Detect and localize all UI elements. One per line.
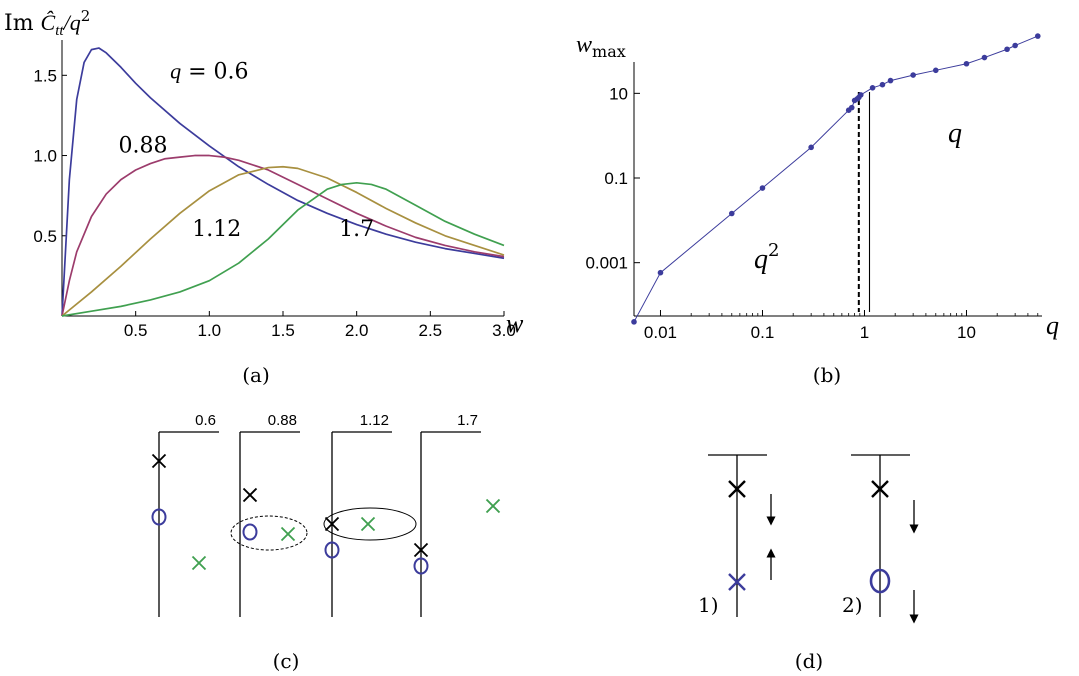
panel-b-data-point <box>932 67 939 74</box>
panel-a-x-tick-label: 1.0 <box>198 321 222 340</box>
panel-b-data-point <box>759 185 766 191</box>
panel-a-x-tick-label: 3.0 <box>492 321 516 340</box>
panel-b-data-point <box>879 81 886 88</box>
panel-a-series-line <box>61 165 505 317</box>
panel-a-x-tick-label: 0.5 <box>124 321 148 340</box>
panel-b-xlabel: q <box>1046 311 1059 340</box>
panel-c-q-label: 1.7 <box>457 412 478 429</box>
panel-c-black-cross <box>242 487 258 503</box>
case-2-blue-circle <box>869 568 891 594</box>
panel-c-black-cross <box>324 516 340 532</box>
panel-b-data-point <box>657 269 664 276</box>
panel-b-data-point <box>1004 46 1010 53</box>
panel-a-y-tick-label: 1.0 <box>33 147 57 166</box>
panel-b-data-point <box>963 60 970 67</box>
case-2-label: 2) <box>842 593 863 617</box>
panel-c-pair-ellipse <box>230 515 308 551</box>
case-2-black-cross <box>871 480 889 498</box>
panel-c-pole-diagram: 0.6 0.88 1.12 1.7 (c) <box>151 412 501 673</box>
panel-b-x-tick-label: 10 <box>957 323 976 342</box>
panel-c-blue-circle <box>413 557 429 575</box>
panel-b-annotation-q-squared: q2 <box>754 240 779 275</box>
panel-c-blue-circle <box>324 541 340 559</box>
panel-b-y-tick-label: 10 <box>609 84 628 103</box>
panel-a-x-tick-label: 1.5 <box>271 321 295 340</box>
panel-b-series-line <box>633 35 1038 323</box>
panel-d-case-2: 2) <box>842 454 919 624</box>
panel-b-data-point <box>869 85 876 91</box>
panel-c-caption: (c) <box>273 649 300 673</box>
panel-b-data-point <box>808 144 814 151</box>
panel-c-q-label: 0.6 <box>195 412 216 429</box>
panel-c-black-cross <box>151 453 167 469</box>
panel-b-y-tick-label: 0.1 <box>604 169 628 188</box>
panel-b-x-tick-label: 0.1 <box>751 323 775 342</box>
panel-a-curve-label: 1.7 <box>339 217 374 242</box>
panel-b-data-point <box>631 319 637 325</box>
panel-b-caption: (b) <box>813 363 841 387</box>
panel-c-green-cross <box>485 498 501 514</box>
panel-a-curve-label: q = 0.6 <box>170 59 248 85</box>
panel-a-curve-label: 1.12 <box>192 217 241 242</box>
panel-a-y-tick-label: 0.5 <box>33 227 57 246</box>
panel-c-green-cross <box>191 555 207 571</box>
panel-b-data-point <box>1012 42 1018 49</box>
panel-d-caption: (d) <box>795 649 823 673</box>
panel-d-pole-diagram: 1) 2) (d) <box>698 454 919 673</box>
panel-a-x-tick-label: 2.0 <box>345 321 369 340</box>
panel-a-caption: (a) <box>242 363 270 387</box>
panel-a-series-line <box>61 47 505 317</box>
panel-a-chart: 0.5 1.0 1.5 2.0 2.5 3.0 0.5 1.0 1.5 q = 0.6 0.88 1… <box>4 7 524 387</box>
panel-a-x-tick-label: 2.5 <box>419 321 443 340</box>
case-1-label: 1) <box>698 593 719 617</box>
panel-c-green-cross <box>280 526 296 542</box>
panel-c-black-cross <box>413 542 429 558</box>
panel-b-data-point <box>848 104 855 111</box>
panel-c-q-label: 0.88 <box>268 412 297 429</box>
panel-c-blue-circle <box>242 523 258 541</box>
panel-b-data-point <box>981 54 988 61</box>
panel-c-q-label: 1.12 <box>360 412 389 429</box>
panel-b-data-point <box>1034 33 1041 39</box>
panel-b-data-point <box>887 77 894 84</box>
panel-c-pair-ellipse <box>323 507 417 541</box>
panel-b-x-tick-label: 0.01 <box>644 323 677 342</box>
panel-b-data-point <box>910 72 916 78</box>
panel-b-annotation-q: q <box>948 118 962 149</box>
panel-b-data-point <box>728 210 735 217</box>
panel-b-ylabel: wmax <box>576 32 626 61</box>
panel-a-series-line <box>61 181 505 317</box>
panel-d-case-1: 1) <box>698 454 776 617</box>
panel-b-data-point <box>857 92 864 98</box>
panel-a-series-line <box>61 154 505 317</box>
panel-b-chart: 0.01 0.1 1 10 0.001 0.1 10 wmax q q2 q (b) <box>576 32 1059 387</box>
panel-b-y-tick-label: 0.001 <box>585 254 628 273</box>
panel-b-x-tick-label: 1 <box>860 323 869 342</box>
panel-c-green-cross <box>360 516 376 532</box>
case-1-black-cross <box>728 480 746 498</box>
panel-a-y-tick-label: 1.5 <box>33 66 57 85</box>
panel-a-curve-label: 0.88 <box>119 133 168 158</box>
panel-a-ylabel: Im Ĉtt/q2 <box>4 7 90 39</box>
panel-a-xlabel: w <box>506 309 524 338</box>
case-1-blue-cross <box>728 573 746 591</box>
panel-c-blue-circle <box>151 508 167 526</box>
